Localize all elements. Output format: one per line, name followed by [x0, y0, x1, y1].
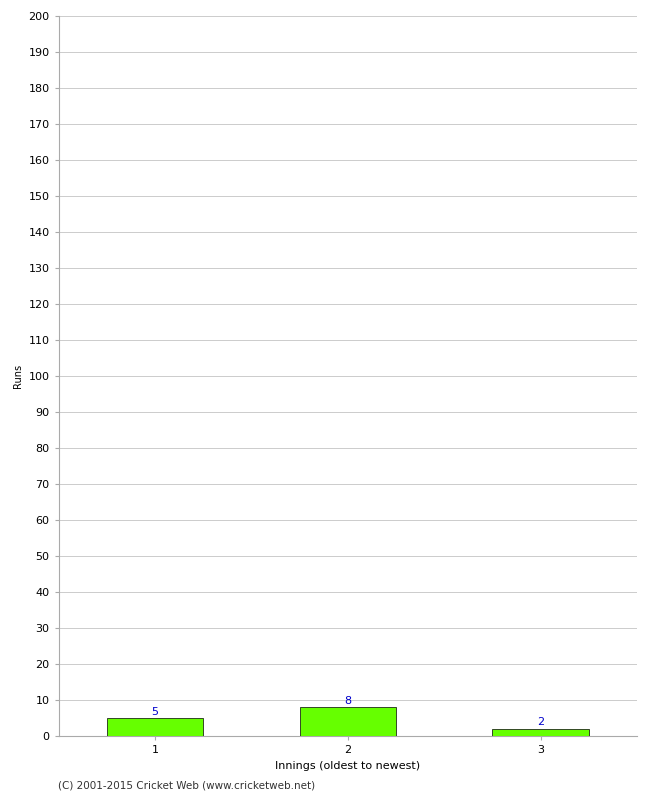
Text: 2: 2: [537, 718, 544, 727]
Y-axis label: Runs: Runs: [13, 364, 23, 388]
Bar: [493, 729, 589, 736]
Text: (C) 2001-2015 Cricket Web (www.cricketweb.net): (C) 2001-2015 Cricket Web (www.cricketwe…: [58, 781, 316, 790]
Text: 5: 5: [151, 706, 159, 717]
Text: 8: 8: [344, 696, 351, 706]
X-axis label: Innings (oldest to newest): Innings (oldest to newest): [275, 761, 421, 770]
Bar: [107, 718, 203, 736]
Bar: [300, 707, 396, 736]
